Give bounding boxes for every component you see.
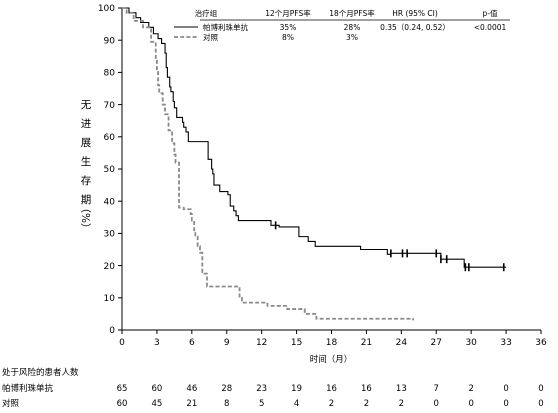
- x-tick-label: 12: [256, 338, 267, 348]
- risk-count: 7: [434, 384, 439, 394]
- legend-cell: 3%: [346, 33, 358, 42]
- risk-count: 4: [294, 399, 299, 409]
- legend-label: 对照: [203, 32, 218, 42]
- y-tick-label: 40: [104, 197, 116, 207]
- y-tick-label: 50: [104, 165, 116, 175]
- legend-cell: <0.0001: [474, 23, 507, 32]
- risk-row-label: 帕博利珠单抗: [2, 383, 54, 394]
- risk-row-label: 对照: [2, 398, 20, 409]
- x-tick-label: 27: [431, 338, 442, 348]
- legend-cell: 35%: [280, 23, 297, 32]
- y-tick-label: 10: [104, 294, 116, 304]
- legend-header: 12个月PFS率: [265, 8, 311, 18]
- risk-count: 46: [186, 384, 197, 394]
- risk-count: 2: [399, 399, 404, 409]
- risk-count: 0: [434, 399, 439, 409]
- y-axis-title-char: 存: [81, 174, 92, 187]
- y-tick-label: 0: [109, 326, 115, 336]
- legend-cell: 8%: [282, 33, 294, 42]
- y-tick-label: 20: [104, 262, 116, 272]
- risk-count: 2: [329, 399, 334, 409]
- risk-count: 2: [468, 384, 473, 394]
- x-tick-label: 15: [291, 338, 302, 348]
- risk-count: 60: [117, 399, 128, 409]
- legend-header: p-值: [483, 8, 498, 18]
- risk-count: 45: [152, 399, 163, 409]
- x-tick-label: 21: [361, 338, 372, 348]
- risk-count: 16: [361, 384, 372, 394]
- x-ticks: 0 3 6 9 12 15 18 21 24 27 30 33 36: [119, 330, 547, 348]
- x-tick-label: 9: [224, 338, 230, 348]
- risk-count: 23: [256, 384, 267, 394]
- y-tick-label: 60: [104, 133, 116, 143]
- risk-count: 0: [538, 384, 543, 394]
- series-line-control: [122, 7, 414, 321]
- y-tick-label: 100: [98, 4, 115, 14]
- risk-count: 60: [152, 384, 163, 394]
- y-axis-title-char: 期: [81, 194, 92, 206]
- y-tick-label: 70: [104, 101, 116, 111]
- risk-count: 5: [259, 399, 264, 409]
- y-axis-title-char: 生: [81, 155, 92, 168]
- x-tick-label: 3: [154, 338, 160, 348]
- x-tick-label: 24: [396, 338, 408, 348]
- series-line-pembrolizumab: [122, 7, 507, 268]
- y-tick-label: 80: [104, 69, 116, 79]
- y-axis-title-char: 进: [81, 118, 92, 130]
- x-tick-label: 33: [500, 338, 511, 348]
- x-tick-label: 6: [189, 338, 195, 348]
- y-axis-title-char: 展: [81, 137, 92, 149]
- risk-count: 28: [221, 384, 232, 394]
- legend-cell: 28%: [344, 23, 361, 32]
- x-tick-label: 18: [326, 338, 338, 348]
- risk-count: 19: [291, 384, 302, 394]
- legend-cell: 0.35（0.24, 0.52）: [380, 23, 450, 32]
- risk-count: 0: [538, 399, 543, 409]
- x-tick-label: 0: [119, 338, 125, 348]
- risk-table-title: 处于风险的患者人数: [2, 367, 79, 378]
- legend-header: 治疗组: [195, 8, 218, 18]
- legend-label: 帕博利珠单抗: [203, 22, 248, 32]
- y-axis-title-char: （%）: [79, 203, 91, 234]
- legend-header: 18个月PFS率: [329, 8, 375, 18]
- x-tick-label: 30: [465, 338, 477, 348]
- y-ticks: 0 10 20 30 40 50 60 70 80 90 100: [98, 4, 122, 336]
- risk-count: 8: [224, 399, 229, 409]
- survival-curves: [122, 7, 507, 321]
- x-axis-title: 时间（月）: [310, 354, 353, 365]
- risk-count: 0: [503, 399, 508, 409]
- risk-count: 13: [396, 384, 407, 394]
- risk-count: 2: [364, 399, 369, 409]
- risk-count: 65: [117, 384, 128, 394]
- risk-count: 0: [468, 399, 473, 409]
- x-tick-label: 36: [535, 338, 547, 348]
- y-axis-title-char: 无: [81, 99, 92, 111]
- risk-count: 21: [186, 399, 197, 409]
- legend-header: HR (95% CI): [392, 9, 438, 18]
- risk-count: 0: [503, 384, 508, 394]
- risk-count: 16: [326, 384, 337, 394]
- y-tick-label: 30: [104, 230, 116, 240]
- axes: [121, 8, 541, 331]
- y-tick-label: 90: [104, 36, 116, 46]
